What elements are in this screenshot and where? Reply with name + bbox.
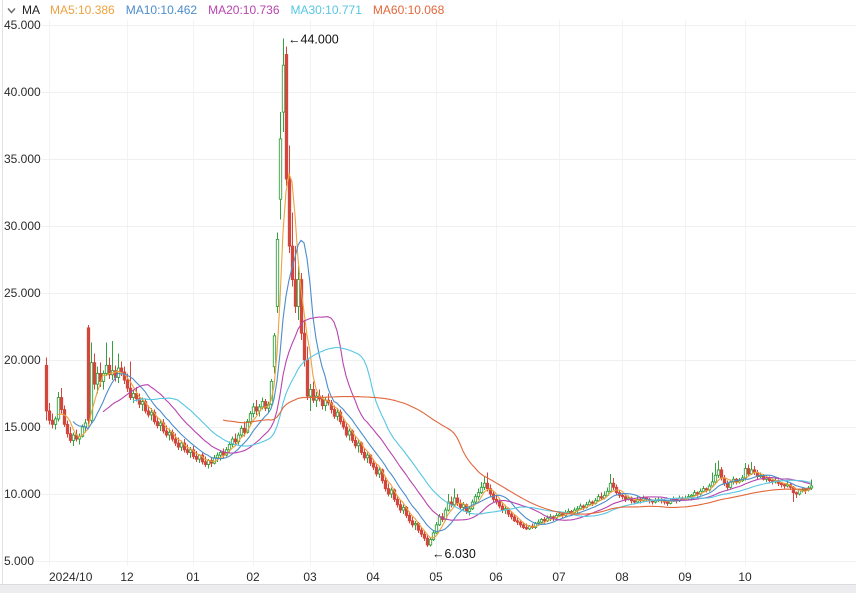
indicator-header: MA MA5:10.386 MA10:10.462 MA20:10.736 MA… (0, 0, 856, 20)
y-axis-label: 45.000 (4, 18, 41, 32)
y-axis-label: 10.000 (4, 487, 41, 501)
indicator-name: MA (22, 3, 40, 17)
x-axis-label: 10 (738, 570, 752, 584)
x-axis-label: 01 (186, 570, 200, 584)
x-axis-label: 08 (615, 570, 629, 584)
x-axis-label: 04 (366, 570, 380, 584)
y-axis-label: 40.000 (4, 85, 41, 99)
legend-ma10: MA10:10.462 (125, 3, 198, 17)
legend-ma30: MA30:10.771 (290, 3, 362, 17)
x-axis-label: 02 (246, 570, 260, 584)
y-axis-label: 30.000 (4, 219, 41, 233)
x-axis-label: 12 (120, 570, 134, 584)
x-axis-label: 2024/10 (49, 570, 93, 584)
y-axis-label: 5.000 (4, 554, 34, 568)
chevron-down-icon[interactable] (6, 5, 17, 16)
y-axis-label: 20.000 (4, 353, 41, 367)
price-annotation: ←6.030 (432, 547, 476, 561)
x-axis-label: 05 (429, 570, 443, 584)
y-axis-label: 35.000 (4, 152, 41, 166)
legend-ma20: MA20:10.736 (208, 3, 280, 17)
x-axis-label: 06 (489, 570, 503, 584)
price-annotation: ←44.000 (288, 32, 339, 46)
legend-ma5: MA5:10.386 (50, 3, 115, 17)
x-axis-label: 03 (303, 570, 317, 584)
y-axis-label: 25.000 (4, 286, 41, 300)
x-axis-label: 09 (678, 570, 692, 584)
x-axis-label: 07 (552, 570, 566, 584)
y-axis-label: 15.000 (4, 420, 41, 434)
legend-ma60: MA60:10.068 (372, 3, 445, 17)
